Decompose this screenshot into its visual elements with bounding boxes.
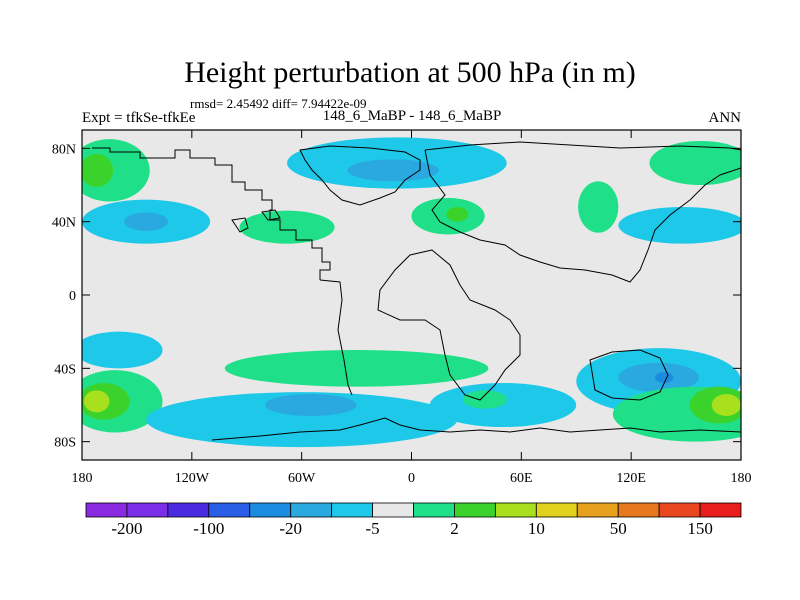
colorbar: -200 -100 -20 -5 2 10 50 150 xyxy=(85,502,742,538)
colorbar-swatch xyxy=(576,502,619,518)
y-tick-label: 80N xyxy=(52,142,76,157)
stats-label: rmsd= 2.45492 diff= 7.94422e-09 xyxy=(190,96,367,111)
expt-label: Expt = tfkSe-tfkEe xyxy=(82,110,196,126)
colorbar-label: -5 xyxy=(365,519,379,538)
contour-region-pos-ne xyxy=(649,141,741,185)
colorbar-label: -200 xyxy=(111,519,142,538)
contour-region-neg-arctic-core xyxy=(347,159,439,182)
colorbar-label: 10 xyxy=(528,519,545,538)
colorbar-swatch xyxy=(331,502,373,518)
colorbar-swatch xyxy=(658,502,701,518)
x-tick-label: 120E xyxy=(616,471,646,486)
contour-region-pos-europe-core xyxy=(446,207,469,222)
colorbar-label: 150 xyxy=(687,519,713,538)
x-tick-label: 60W xyxy=(288,471,316,486)
colorbar-swatch xyxy=(454,502,496,518)
y-tick-label: 0 xyxy=(69,289,76,304)
contour-region-pos-asia xyxy=(578,181,619,233)
colorbar-swatch xyxy=(617,502,660,518)
x-axis: 180 120W 60W 0 60E 120E 180 xyxy=(72,130,752,486)
y-tick-label: 40N xyxy=(52,216,76,231)
coastline-eurasia xyxy=(424,141,741,283)
y-tick-label: 40S xyxy=(54,362,76,377)
colorbar-label: -100 xyxy=(193,519,224,538)
contour-region-neg-south-pac xyxy=(146,392,458,448)
colorbar-swatch xyxy=(85,502,128,518)
x-tick-label: 120W xyxy=(175,471,210,486)
contour-region-pos-south-ind xyxy=(462,390,507,409)
x-tick-label: 60E xyxy=(510,471,533,486)
coastline-antarctica xyxy=(211,417,741,441)
contour-regions xyxy=(82,137,741,448)
coastline-canada-islands xyxy=(231,209,281,233)
x-tick-label: 180 xyxy=(72,471,93,486)
colorbar-swatch xyxy=(413,502,455,518)
colorbar-label: 50 xyxy=(610,519,627,538)
coastline-greenland xyxy=(299,145,421,206)
x-tick-label: 180 xyxy=(731,471,752,486)
colorbar-label: -20 xyxy=(279,519,302,538)
y-tick-label: 80S xyxy=(54,436,76,451)
contour-region-neg-south-ind xyxy=(429,383,577,427)
contour-region-neg-pacific-n-core xyxy=(124,212,169,231)
y-axis: 80N 40N 0 40S 80S xyxy=(52,142,741,451)
contour-region-neg-ne xyxy=(618,207,741,244)
colorbar-swatch xyxy=(494,502,537,518)
contour-region-pos-se-core xyxy=(711,394,741,416)
contour-region-pos-america-n xyxy=(239,210,335,244)
contour-region-pos-nw-core xyxy=(82,153,114,187)
colorbar-swatch xyxy=(699,502,742,518)
colorbar-swatch xyxy=(126,502,169,518)
x-tick-label: 0 xyxy=(408,471,415,486)
contour-region-neg-sw xyxy=(82,331,163,369)
center-label: 148_6_MaBP - 148_6_MaBP xyxy=(323,108,502,124)
coastline-australia xyxy=(589,349,669,401)
colorbar-swatch xyxy=(249,502,292,518)
colorbar-swatch xyxy=(372,502,414,518)
colorbar-swatch xyxy=(167,502,210,518)
colorbar-swatch xyxy=(535,502,578,518)
contour-region-pos-south-atl xyxy=(224,350,489,387)
colorbar-swatch xyxy=(208,502,251,518)
colorbar-label: 2 xyxy=(450,519,459,538)
coastline-north-america xyxy=(92,147,331,280)
coastlines xyxy=(92,141,741,441)
contour-region-neg-se-center xyxy=(654,372,674,383)
coastline-africa xyxy=(377,249,521,401)
colorbar-swatch xyxy=(290,502,333,518)
season-label: ANN xyxy=(709,110,742,126)
contour-region-neg-south-pac-core xyxy=(265,394,357,416)
chart-title: Height perturbation at 500 hPa (in m) xyxy=(184,56,636,89)
coastline-south-america xyxy=(319,279,353,396)
contour-region-pos-sw-core xyxy=(83,390,110,413)
